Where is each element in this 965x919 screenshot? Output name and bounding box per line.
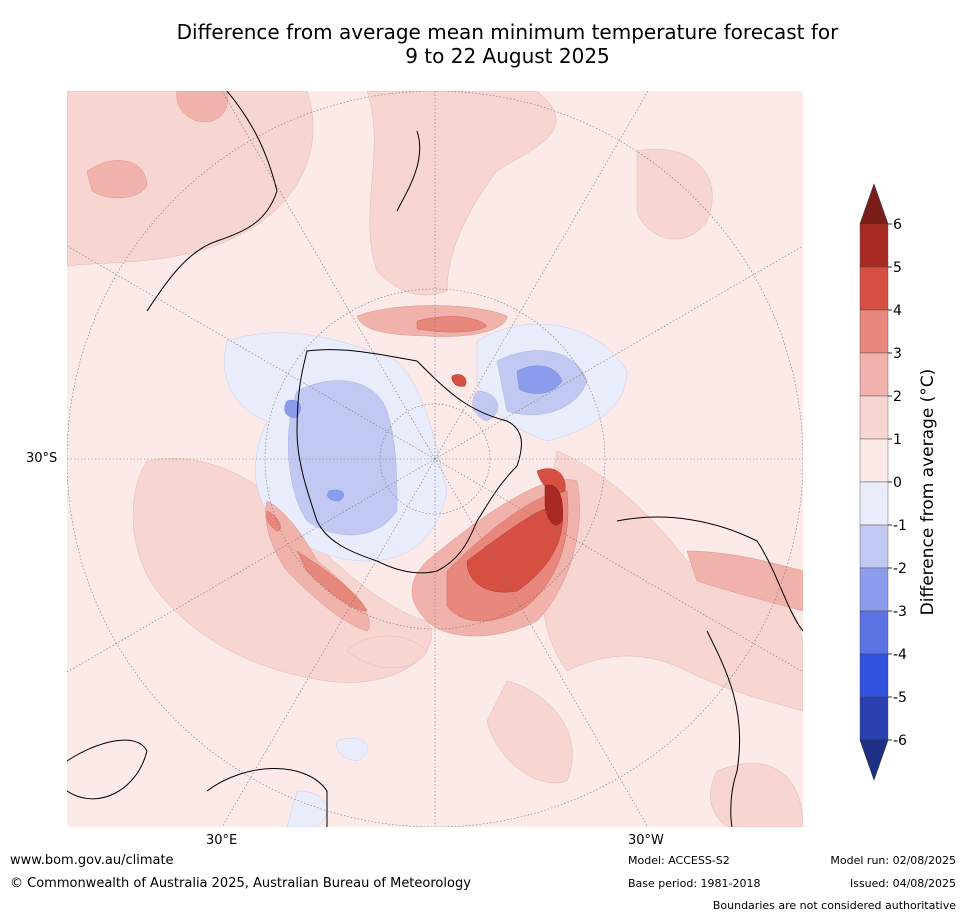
colorbar-segment [859,223,889,268]
footer-issued: Issued: 04/08/2025 [849,877,956,890]
colorbar: 6 5 4 3 2 1 0 -1 -2 -3 -4 -5 -6 [850,180,940,790]
colorbar-tick-label: 0 [893,475,902,491]
colorbar-tick-label: 1 [893,432,902,448]
footer-copyright: © Commonwealth of Australia 2025, Austra… [10,876,471,891]
colorbar-tick-label: -5 [893,690,907,706]
footer-model: Model: ACCESS-S2 [628,854,730,867]
anomaly-5-to-6 [544,484,563,526]
colorbar-tick-label: -3 [893,604,907,620]
colorbar-segment [859,395,889,440]
footer-website[interactable]: www.bom.gov.au/climate [10,853,174,868]
anomaly-4-to-5 [451,374,566,593]
forecast-map [67,91,803,827]
colorbar-tick-label: -2 [893,561,907,577]
colorbar-label: Difference from average (°C) [918,368,938,616]
footer-base-period: Base period: 1981-2018 [628,877,761,890]
graticule [67,91,803,827]
colorbar-extend-bottom [859,739,889,781]
colorbar-tick-label: 5 [893,260,902,276]
footer-disclaimer: Boundaries are not considered authoritat… [712,899,956,912]
coastlines [67,91,803,827]
title-line-2: 9 to 22 August 2025 [405,44,610,68]
colorbar-segment [859,481,889,526]
colorbar-segment [859,567,889,612]
colorbar-tick-label: 4 [893,303,902,319]
colorbar-tick-label: -6 [893,733,907,749]
map-title: Difference from average mean minimum tem… [0,20,965,68]
colorbar-segment [859,653,889,698]
colorbar-tick-label: 3 [893,346,902,362]
colorbar-segment [859,696,889,741]
colorbar-segment [859,352,889,397]
colorbar-segment [859,438,889,483]
colorbar-segment [859,309,889,354]
footer-model-run: Model run: 02/08/2025 [830,854,956,867]
title-line-1: Difference from average mean minimum tem… [176,20,839,44]
colorbar-tick-label: 6 [893,217,902,233]
colorbar-segment [859,610,889,655]
colorbar-segment [859,524,889,569]
colorbar-tick-label: -4 [893,647,907,663]
colorbar-segment [859,266,889,311]
colorbar-tick-label: -1 [893,518,907,534]
colorbar-extend-top [859,183,889,225]
latitude-label: 30°S [26,451,58,466]
longitude-label-west: 30°W [628,833,664,848]
longitude-label-east: 30°E [206,833,238,848]
colorbar-tick-label: 2 [893,389,902,405]
